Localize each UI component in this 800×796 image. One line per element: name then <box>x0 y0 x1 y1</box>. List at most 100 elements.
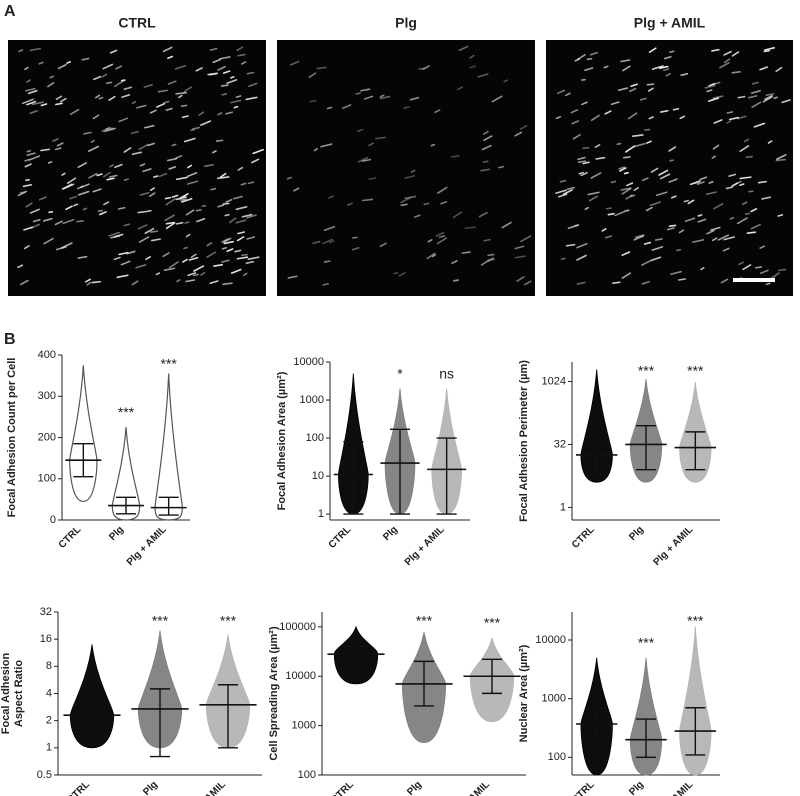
adhesion-streak <box>225 111 234 115</box>
adhesion-streak <box>24 163 32 168</box>
adhesion-streak <box>669 50 675 53</box>
adhesion-streak <box>106 81 113 85</box>
adhesion-streak <box>737 115 747 120</box>
adhesion-streak <box>209 47 218 51</box>
adhesion-streak <box>137 224 148 230</box>
adhesion-streak <box>188 257 199 261</box>
adhesion-streak <box>706 229 715 235</box>
adhesion-streak <box>225 198 233 203</box>
adhesion-streak <box>220 172 227 178</box>
adhesion-streak <box>24 66 29 71</box>
adhesion-streak <box>683 199 690 203</box>
adhesion-streak <box>620 59 631 63</box>
adhesion-streak <box>233 105 239 109</box>
adhesion-streak <box>25 202 33 208</box>
adhesion-streak <box>143 83 153 88</box>
adhesion-streak <box>32 218 41 223</box>
adhesion-streak <box>88 172 98 179</box>
x-tick-label: Plg + AMIL <box>651 779 695 796</box>
adhesion-streak <box>29 208 40 214</box>
adhesion-streak <box>626 182 634 187</box>
adhesion-streak <box>725 186 734 190</box>
adhesion-streak <box>574 58 581 62</box>
adhesion-streak <box>736 217 748 225</box>
adhesion-streak <box>54 220 63 226</box>
adhesion-streak <box>23 226 34 231</box>
adhesion-streak <box>222 70 231 74</box>
x-tick-label: Plg + AMIL <box>448 779 492 796</box>
adhesion-streak <box>190 253 197 258</box>
adhesion-streak <box>409 96 420 101</box>
adhesion-streak <box>778 268 787 272</box>
adhesion-streak <box>781 99 791 104</box>
adhesion-streak <box>621 251 631 256</box>
x-tick-label: CTRL <box>329 779 356 796</box>
adhesion-streak <box>19 279 29 286</box>
y-tick-label: 100 <box>306 432 324 444</box>
adhesion-streak <box>144 227 155 235</box>
adhesion-streak <box>195 209 202 212</box>
adhesion-streak <box>720 278 729 284</box>
adhesion-streak <box>61 172 66 176</box>
adhesion-streak <box>228 217 237 224</box>
adhesion-streak <box>209 280 219 285</box>
adhesion-streak <box>650 167 659 173</box>
adhesion-streak <box>680 73 689 76</box>
adhesion-streak <box>166 157 178 162</box>
adhesion-streak <box>151 238 161 242</box>
adhesion-streak <box>604 110 612 115</box>
adhesion-streak <box>777 214 784 217</box>
adhesion-streak <box>178 193 189 200</box>
adhesion-streak <box>520 235 532 243</box>
adhesion-streak <box>689 180 701 186</box>
adhesion-streak <box>110 235 121 239</box>
adhesion-streak <box>137 211 146 214</box>
adhesion-streak <box>687 199 695 205</box>
adhesion-streak <box>49 75 55 79</box>
adhesion-streak <box>142 168 152 173</box>
dot-cloud <box>580 369 613 483</box>
adhesion-streak <box>147 142 155 147</box>
adhesion-streak <box>54 147 62 151</box>
adhesion-streak <box>222 282 233 286</box>
adhesion-streak <box>149 187 155 192</box>
y-tick-label: 400 <box>38 349 56 361</box>
adhesion-streak <box>240 61 247 65</box>
adhesion-streak <box>696 181 705 185</box>
adhesion-streak <box>105 127 113 130</box>
adhesion-streak <box>47 161 53 164</box>
adhesion-streak <box>180 198 187 201</box>
adhesion-streak <box>646 140 652 144</box>
adhesion-streak <box>355 92 361 95</box>
adhesion-streak <box>503 79 508 83</box>
adhesion-streak <box>586 57 593 61</box>
adhesion-streak <box>77 255 88 259</box>
micrograph <box>8 40 266 296</box>
adhesion-streak <box>224 213 230 217</box>
adhesion-streak <box>614 210 625 217</box>
adhesion-streak <box>102 63 114 70</box>
adhesion-streak <box>621 188 632 195</box>
y-axis-label: Nuclear Area (µm²) <box>518 644 530 742</box>
adhesion-streak <box>360 88 371 92</box>
adhesion-streak <box>434 109 441 114</box>
adhesion-streak <box>731 180 742 187</box>
adhesion-streak <box>237 231 246 235</box>
adhesion-streak <box>627 112 638 120</box>
adhesion-streak <box>773 96 778 100</box>
adhesion-streak <box>555 116 562 120</box>
adhesion-streak <box>723 58 731 64</box>
adhesion-streak <box>322 282 330 286</box>
y-axis-label: Focal Adhesion Area (µm²) <box>276 371 288 510</box>
adhesion-streak <box>623 171 629 175</box>
adhesion-streak <box>326 106 333 110</box>
adhesion-streak <box>655 191 668 197</box>
adhesion-streak <box>629 87 637 93</box>
adhesion-streak <box>308 72 317 79</box>
y-tick-label: 100 <box>298 769 316 781</box>
adhesion-streak <box>679 115 685 120</box>
adhesion-streak <box>469 54 475 59</box>
adhesion-streak <box>643 241 652 245</box>
y-tick-label: 100 <box>548 751 566 763</box>
x-tick-label: CTRL <box>570 779 597 796</box>
